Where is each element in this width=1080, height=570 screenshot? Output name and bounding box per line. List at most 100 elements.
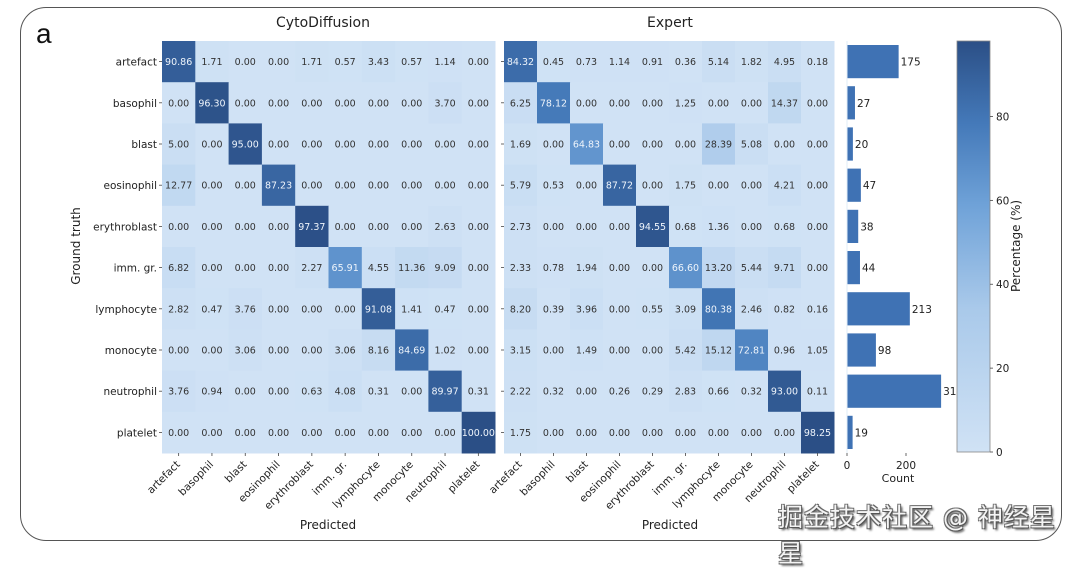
cell-value-label: 4.55 — [368, 263, 389, 274]
cell-value-label: 1.36 — [708, 222, 729, 233]
heatmap-cell — [768, 123, 802, 166]
cell-value-label: 0.00 — [235, 263, 256, 274]
heatmap-cell — [162, 370, 196, 413]
heatmap-cell — [702, 205, 736, 248]
y-tick-label: artefact — [116, 57, 157, 69]
bar-value-label: 47 — [863, 180, 876, 192]
cell-value-label: 1.25 — [675, 98, 696, 109]
heatmap-cell — [461, 329, 496, 372]
x-tick-label: blast — [564, 459, 591, 486]
cell-value-label: 0.00 — [576, 222, 597, 233]
cell-value-label: 0.16 — [807, 304, 828, 315]
heatmap-cell — [801, 329, 835, 372]
heatmap-cell — [636, 123, 670, 166]
cell-value-label: 0.00 — [335, 181, 356, 192]
heatmap-cell — [195, 41, 230, 83]
cell-value-label: 0.00 — [201, 222, 222, 233]
heatmap-cell — [801, 370, 835, 413]
cell-value-label: 4.21 — [774, 181, 795, 192]
heatmap-cell — [361, 41, 396, 83]
cell-value-label: 0.00 — [708, 98, 729, 109]
heatmap-cell — [461, 288, 496, 330]
heatmap-cell — [537, 164, 571, 207]
cell-value-label: 1.05 — [807, 346, 828, 357]
cell-value-label: 0.00 — [401, 181, 422, 192]
heatmap-cell — [328, 411, 363, 454]
cell-value-label: 0.00 — [807, 263, 828, 274]
heatmap-cytodiffusion: 90.86 1.71 0.00 0.00 1.71 0.57 3.43 0.57 1.14 0.0… — [93, 41, 496, 512]
cell-value-label: 0.91 — [642, 57, 663, 68]
cell-value-label: 95.00 — [232, 140, 259, 151]
heatmap-cell — [735, 329, 769, 372]
heatmap-cell — [735, 247, 769, 289]
cell-value-label: 2.82 — [168, 304, 189, 315]
count-bar — [847, 45, 899, 79]
heatmap-cell — [361, 247, 396, 289]
cell-value-label: 0.18 — [807, 57, 828, 68]
heatmap-title-cytodiffusion: CytoDiffusion — [276, 15, 370, 31]
cell-value-label: 0.00 — [301, 181, 322, 192]
cell-value-label: 0.00 — [642, 346, 663, 357]
heatmap-cell — [669, 247, 703, 289]
cell-value-label: 0.00 — [235, 57, 256, 68]
heatmap-cell — [228, 123, 263, 166]
heatmap-cell — [395, 247, 429, 289]
heatmap-cell — [537, 82, 571, 124]
heatmap-cell — [504, 411, 538, 454]
cell-value-label: 2.22 — [510, 387, 531, 398]
heatmap-cell — [504, 370, 538, 413]
cell-value-label: 0.00 — [468, 346, 489, 357]
y-tick-label: eosinophil — [103, 180, 157, 192]
cell-value-label: 0.00 — [774, 140, 795, 151]
cell-value-label: 4.08 — [335, 387, 356, 398]
heatmap-cell — [735, 164, 769, 207]
heatmap-cell — [195, 205, 230, 248]
cell-value-label: 0.00 — [268, 140, 289, 151]
cell-value-label: 0.00 — [301, 98, 322, 109]
cell-value-label: 96.30 — [198, 98, 225, 109]
heatmap-cell — [428, 205, 463, 248]
heatmap-cell — [504, 247, 538, 289]
heatmap-cell — [461, 123, 496, 166]
cell-value-label: 0.00 — [201, 140, 222, 151]
heatmap-cell — [735, 370, 769, 413]
cell-value-label: 90.86 — [165, 57, 192, 68]
cell-value-label: 0.00 — [642, 181, 663, 192]
bar-value-label: 31 — [943, 386, 956, 398]
cell-value-label: 1.41 — [401, 304, 422, 315]
cell-value-label: 0.00 — [434, 181, 455, 192]
cell-value-label: 0.00 — [168, 98, 189, 109]
cell-value-label: 0.00 — [401, 140, 422, 151]
heatmap-cell — [261, 370, 296, 413]
heatmap-cell — [570, 370, 604, 413]
heatmap-cell — [801, 205, 835, 248]
cell-value-label: 0.00 — [807, 181, 828, 192]
cell-value-label: 28.39 — [705, 140, 732, 151]
heatmap-cell — [395, 370, 429, 413]
x-axis-label-expert: Predicted — [642, 518, 698, 532]
cell-value-label: 94.55 — [639, 222, 666, 233]
heatmap-cell — [461, 41, 496, 83]
cell-value-label: 97.37 — [298, 222, 325, 233]
heatmap-cell — [735, 205, 769, 248]
cell-value-label: 1.94 — [576, 263, 597, 274]
heatmap-cell — [428, 247, 463, 289]
cell-value-label: 0.29 — [642, 387, 663, 398]
cell-value-label: 87.23 — [265, 181, 292, 192]
heatmap-cell — [461, 411, 496, 454]
heatmap-cell — [328, 205, 363, 248]
heatmap-cell — [261, 82, 296, 124]
heatmap-cell — [261, 123, 296, 166]
heatmap-cell — [261, 247, 296, 289]
cell-value-label: 5.42 — [675, 346, 696, 357]
cell-value-label: 89.97 — [431, 387, 458, 398]
cell-value-label: 0.00 — [235, 428, 256, 439]
heatmap-cell — [261, 164, 296, 207]
cell-value-label: 0.47 — [434, 304, 455, 315]
cell-value-label: 64.83 — [573, 140, 600, 151]
heatmap-cell — [162, 82, 196, 124]
cell-value-label: 0.00 — [609, 222, 630, 233]
bar-value-label: 44 — [862, 263, 876, 275]
cell-value-label: 0.73 — [576, 57, 597, 68]
heatmap-cell — [570, 411, 604, 454]
